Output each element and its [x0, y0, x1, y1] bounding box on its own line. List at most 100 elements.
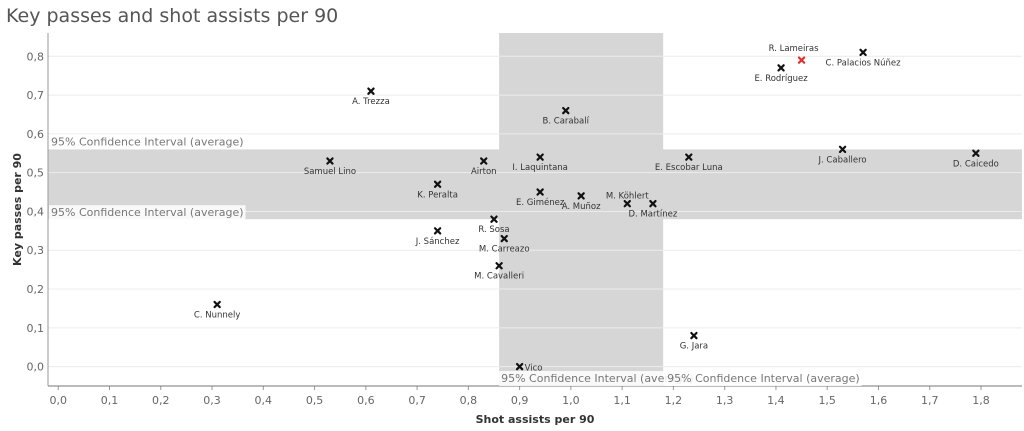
data-point[interactable]: M. Carreazo — [479, 234, 530, 255]
data-point[interactable]: J. Caballero — [818, 145, 867, 166]
point-marker — [213, 300, 221, 309]
point-marker — [685, 153, 693, 161]
point-label: G. Jara — [680, 342, 708, 352]
data-point[interactable]: Airton — [471, 157, 497, 177]
x-tick-label: 0,4 — [255, 394, 273, 407]
data-point[interactable]: R. Sosa — [478, 215, 510, 236]
data-point[interactable]: C. Nunnely — [194, 300, 240, 321]
point-marker — [777, 64, 785, 72]
data-point[interactable]: M. Köhlert — [606, 192, 650, 208]
point-label: M. Carreazo — [479, 245, 530, 255]
point-marker — [433, 180, 442, 188]
point-label: R. Sosa — [478, 225, 509, 235]
point-label: C. Nunnely — [194, 311, 240, 321]
point-label: R. Lameiras — [769, 44, 820, 54]
x-tick-label: 1,6 — [870, 394, 888, 407]
point-label: D. Caicedo — [953, 159, 999, 169]
point-marker — [536, 188, 544, 196]
data-point[interactable]: Vico — [515, 362, 543, 374]
point-label: M. Cavalleri — [474, 272, 524, 282]
point-label: Vico — [525, 364, 543, 374]
y-axis-label: Key passes per 90 — [11, 153, 24, 266]
point-marker — [326, 157, 334, 165]
data-point[interactable]: Samuel Lino — [304, 157, 356, 177]
data-point[interactable]: B. Carabalí — [543, 106, 590, 127]
x-axis-label: Shot assists per 90 — [476, 413, 595, 426]
data-point[interactable]: D. Martínez — [629, 199, 678, 220]
y-tick-label: 0,4 — [27, 205, 45, 218]
point-marker — [859, 48, 867, 57]
ci-label-upper: 95% Confidence Interval (average) — [51, 135, 244, 148]
data-point[interactable]: E. Giménez — [516, 188, 565, 208]
point-marker — [536, 153, 544, 161]
x-tick-label: 1,2 — [665, 394, 683, 407]
x-tick-label: 0,6 — [357, 394, 375, 407]
data-point[interactable]: G. Jara — [680, 331, 708, 352]
ci-label-background — [49, 134, 246, 150]
y-tick-label: 0,0 — [27, 361, 45, 374]
x-tick-label: 0,0 — [50, 394, 68, 407]
x-tick-label: 1,7 — [921, 394, 939, 407]
x-tick-label: 0,8 — [460, 394, 478, 407]
ci-label-background — [665, 371, 862, 386]
gridlines — [48, 55, 1022, 368]
x-tick-label: 1,1 — [613, 394, 631, 407]
point-marker — [495, 262, 503, 270]
y-tick-label: 0,7 — [27, 89, 45, 102]
point-marker — [562, 106, 570, 115]
data-point[interactable]: J. Sánchez — [415, 227, 460, 247]
point-label: Airton — [471, 167, 497, 177]
point-label: C. Palacios Núñez — [826, 58, 902, 68]
point-marker — [480, 157, 488, 165]
data-point[interactable]: M. Cavalleri — [474, 262, 524, 282]
data-point[interactable]: I. Laquintana — [512, 153, 568, 174]
point-marker — [500, 234, 508, 243]
data-point[interactable]: E. Rodríguez — [754, 64, 808, 84]
point-marker — [797, 56, 806, 64]
x-tick-label: 1,0 — [562, 394, 580, 407]
tick-labels: 0,0 0,1 0,2 0,3 0,4 0,5 0,6 0,7 0,8 0,0 0,1 0,2 0,3 0… — [27, 50, 990, 407]
point-label: Samuel Lino — [304, 167, 356, 177]
point-marker — [515, 362, 524, 371]
point-label: E. Rodríguez — [754, 74, 808, 84]
point-marker — [972, 149, 980, 157]
x-tick-label: 1,3 — [716, 394, 734, 407]
x-tick-label: 0,7 — [408, 394, 426, 407]
y-tick-label: 0,6 — [27, 128, 45, 141]
point-label: E. Escobar Luna — [655, 163, 723, 173]
x-tick-label: 0,5 — [306, 394, 324, 407]
point-label: B. Carabalí — [543, 117, 590, 127]
point-marker — [433, 227, 442, 235]
point-marker — [490, 215, 498, 223]
data-point[interactable]: K. Peralta — [417, 180, 458, 201]
point-label: I. Laquintana — [512, 163, 568, 173]
point-label: K. Peralta — [417, 190, 458, 200]
ci-label-background — [499, 371, 696, 386]
data-point[interactable]: A. Trezza — [352, 87, 390, 108]
point-label: J. Sánchez — [415, 237, 460, 247]
data-point[interactable]: D. Caicedo — [953, 149, 999, 170]
ci-label-lower: 95% Confidence Interval (average) — [51, 206, 244, 219]
chart-title: Key passes and shot assists per 90 — [6, 5, 339, 27]
ci-label-right: 95% Confidence Interval (average) — [667, 372, 860, 385]
x-tick-label: 0,9 — [511, 394, 529, 407]
x-tick-label: 0,2 — [152, 394, 170, 407]
point-marker — [649, 199, 657, 208]
x-tick-label: 1,8 — [972, 394, 990, 407]
y-tick-label: 0,5 — [27, 167, 45, 180]
data-points: R. Lameiras C. Palacios Núñez E. Rodríguez… — [194, 44, 999, 373]
data-point[interactable]: C. Palacios Núñez — [826, 48, 902, 69]
point-marker — [623, 199, 631, 208]
confidence-band-labels: 95% Confidence Interval (average)95% Con… — [49, 134, 862, 386]
point-marker — [838, 145, 847, 154]
data-point[interactable]: R. Lameiras — [769, 44, 820, 64]
point-label: E. Giménez — [516, 197, 565, 208]
ci-band-vertical — [499, 33, 664, 386]
x-tick-label: 1,4 — [767, 394, 785, 407]
point-marker — [367, 87, 375, 95]
ci-label-left: 95% Confidence Interval (average) — [501, 372, 694, 385]
data-point[interactable]: A. Muñoz — [562, 192, 601, 212]
point-label: A. Muñoz — [562, 202, 601, 212]
data-point[interactable]: E. Escobar Luna — [655, 153, 723, 174]
